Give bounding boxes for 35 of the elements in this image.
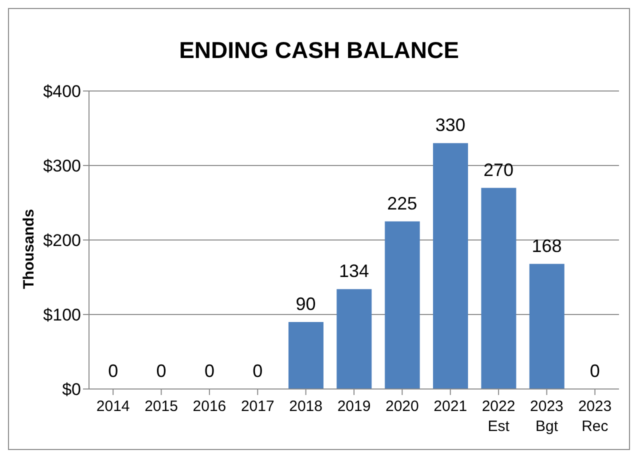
bar <box>288 322 324 389</box>
bar <box>529 264 564 389</box>
y-tick-label: $300 <box>43 156 81 176</box>
bar <box>384 221 420 389</box>
y-tick-label: $400 <box>43 82 81 102</box>
data-label: 330 <box>435 115 466 136</box>
data-label: 134 <box>338 261 370 282</box>
data-label: 270 <box>484 160 514 180</box>
x-tick-label: 2022 Est <box>482 398 516 435</box>
data-label: 225 <box>387 193 418 214</box>
x-tick-label: 2017 <box>240 398 274 415</box>
bar <box>433 143 468 389</box>
y-tick-label: $100 <box>43 306 81 325</box>
data-label: 0 <box>252 361 263 381</box>
x-tick-label: 2023 Rec <box>578 398 612 435</box>
x-tick-label: 2016 <box>192 398 226 415</box>
x-tick-label: 2021 <box>434 398 468 415</box>
y-axis-title: Thousands <box>20 208 38 290</box>
data-label: 0 <box>108 361 118 381</box>
y-tick-label: $200 <box>43 231 81 250</box>
x-tick-label: 2015 <box>144 398 178 415</box>
data-label: 90 <box>296 294 316 314</box>
bar <box>336 289 372 389</box>
bar <box>481 188 516 389</box>
x-tick-label: 2020 <box>385 398 419 415</box>
x-tick-label: 2014 <box>96 398 130 415</box>
data-label: 168 <box>532 236 562 256</box>
data-label: 0 <box>590 361 600 381</box>
data-label: 0 <box>156 361 166 381</box>
y-tick-label: $0 <box>62 380 81 400</box>
chart-title: ENDING CASH BALANCE <box>178 37 460 64</box>
x-tick-label: 2019 <box>337 398 371 415</box>
x-tick-label: 2023 Bgt <box>530 398 564 435</box>
data-label: 0 <box>204 361 214 381</box>
x-tick-label: 2018 <box>289 398 323 415</box>
